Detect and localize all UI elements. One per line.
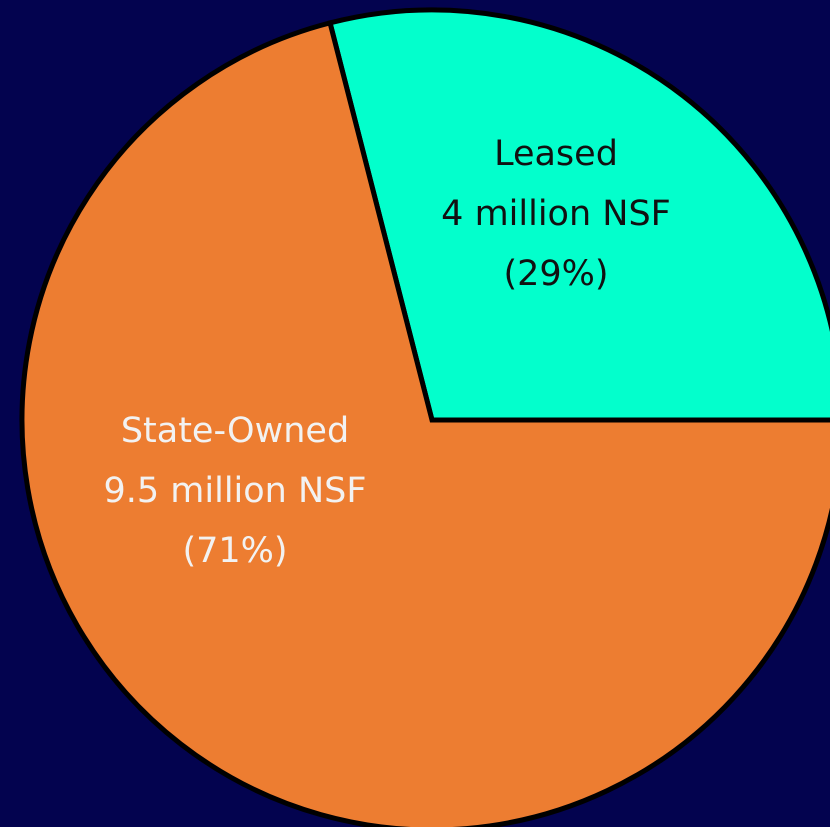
slice-label: State-Owned	[121, 411, 349, 451]
slice-detail: 4 million NSF	[441, 194, 671, 234]
pie-slice	[19, 19, 830, 827]
slice-percent: (29%)	[503, 254, 608, 294]
slice-label: Leased	[494, 134, 618, 174]
slice-percent: (71%)	[182, 531, 287, 571]
pie-slice	[326, 7, 830, 423]
slice-detail: 9.5 million NSF	[103, 471, 366, 511]
